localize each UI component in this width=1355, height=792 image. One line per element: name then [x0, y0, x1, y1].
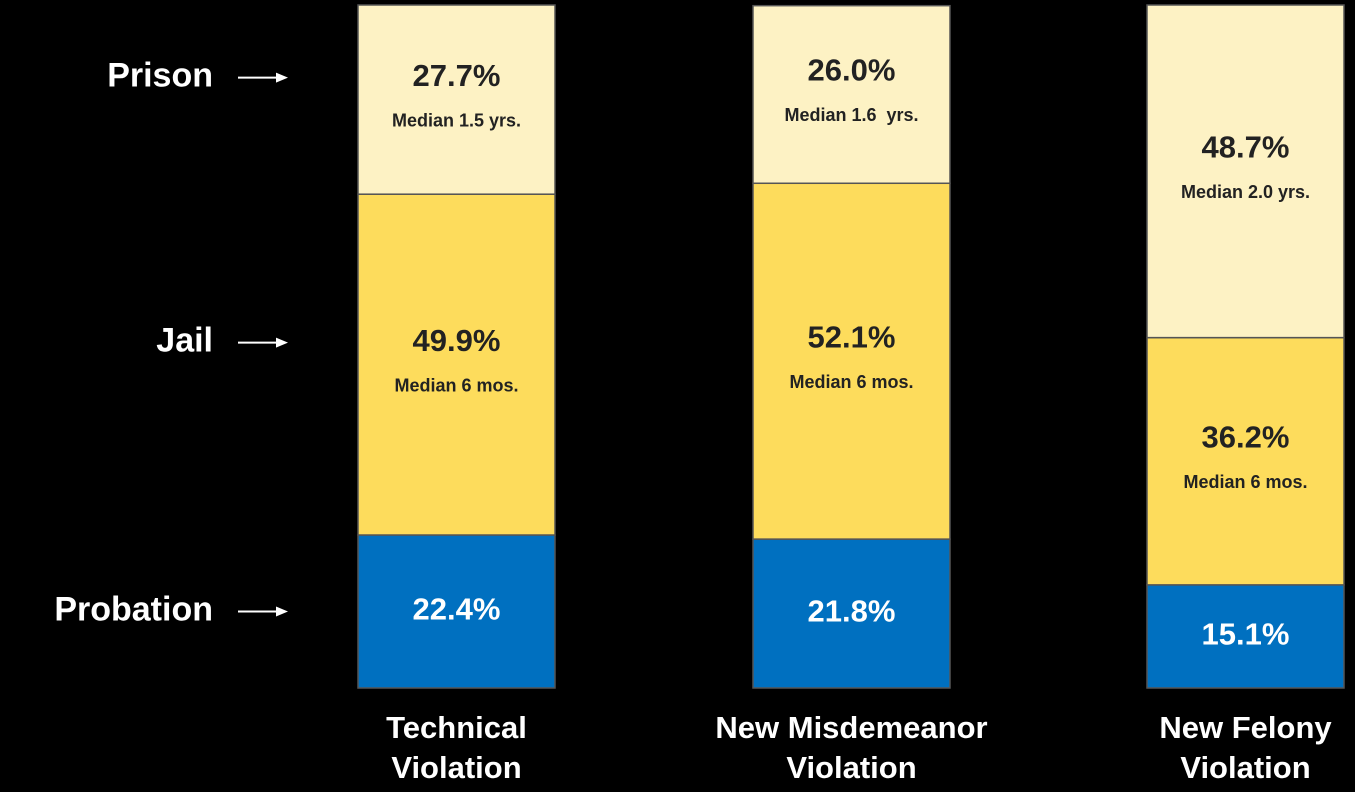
value-label: 49.9%	[413, 323, 501, 358]
value-label: 22.4%	[413, 592, 501, 627]
median-label: Median 1.6 yrs.	[784, 105, 918, 125]
category-label: New Felony Violation	[1159, 710, 1341, 785]
median-label: Median 1.5 yrs.	[392, 110, 521, 130]
value-label: 48.7%	[1202, 129, 1290, 164]
bar-segment	[1146, 584, 1345, 689]
arrow-head	[276, 606, 288, 617]
series-label: Jail	[156, 322, 213, 360]
bar-segment	[1146, 4, 1345, 339]
value-label: 36.2%	[1202, 419, 1290, 454]
median-label: Median 2.0 yrs.	[1181, 182, 1310, 202]
bar-segment	[357, 534, 556, 689]
series-label: Prison	[107, 57, 213, 95]
median-label: Median 6 mos.	[394, 375, 518, 395]
category-label: New Misdemeanor Violation	[715, 710, 997, 785]
arrow-head	[276, 72, 288, 83]
value-label: 52.1%	[808, 319, 896, 354]
arrow-head	[276, 337, 288, 348]
value-label: 21.8%	[808, 594, 896, 629]
median-label: Median 6 mos.	[1183, 472, 1307, 492]
bar-segment	[1146, 336, 1345, 586]
bar-segment	[752, 4, 951, 185]
bar-segment	[357, 4, 556, 195]
value-label: 15.1%	[1202, 617, 1290, 652]
bar-segment	[357, 193, 556, 536]
series-label: Probation	[54, 590, 213, 628]
bar-segment	[752, 182, 951, 540]
category-label: Technical Violation	[386, 710, 536, 785]
median-label: Median 6 mos.	[789, 372, 913, 392]
value-label: 26.0%	[808, 53, 896, 88]
value-label: 27.7%	[413, 58, 501, 93]
